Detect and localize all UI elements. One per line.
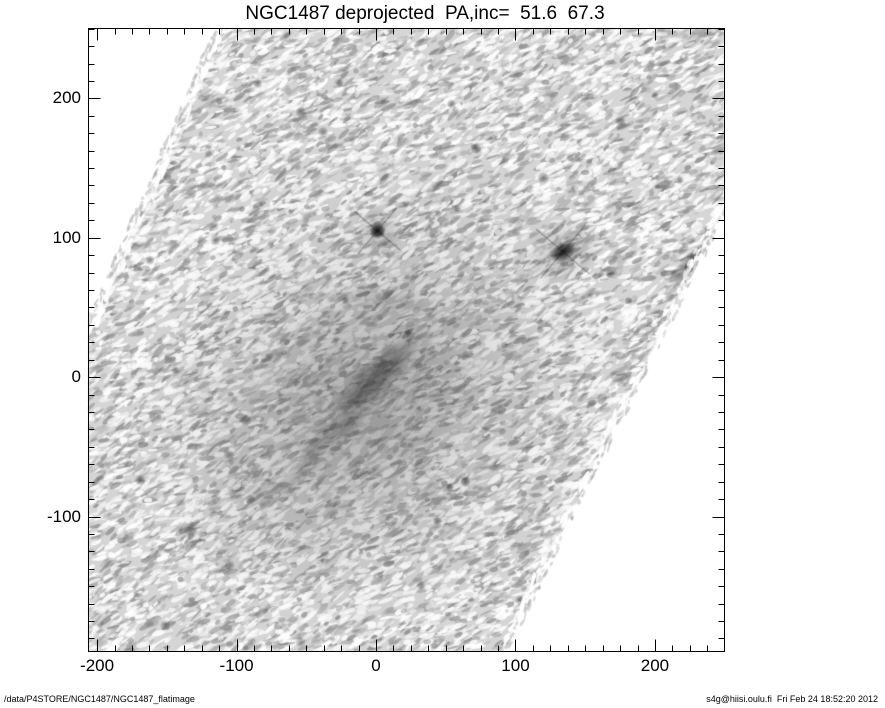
x-tick-label: 100 bbox=[501, 656, 530, 675]
x-tick-label: -100 bbox=[219, 656, 254, 675]
y-tick-label: -100 bbox=[46, 506, 81, 526]
y-tick-label: 200 bbox=[52, 88, 81, 108]
footer-signature: s4g@hiisi.oulu.fi Fri Feb 24 18:52:20 20… bbox=[706, 694, 878, 704]
x-tick-label: -200 bbox=[80, 656, 115, 675]
x-tick-label: 0 bbox=[371, 656, 381, 675]
y-tick-label: 0 bbox=[71, 367, 81, 387]
plot-title: NGC1487 deprojected PA,inc= 51.6 67.3 bbox=[245, 3, 605, 24]
y-tick-label: 100 bbox=[52, 227, 81, 247]
x-tick-label: 200 bbox=[640, 656, 670, 675]
footer-file-path: /data/P4STORE/NGC1487/NGC1487_flatimage bbox=[4, 694, 195, 704]
